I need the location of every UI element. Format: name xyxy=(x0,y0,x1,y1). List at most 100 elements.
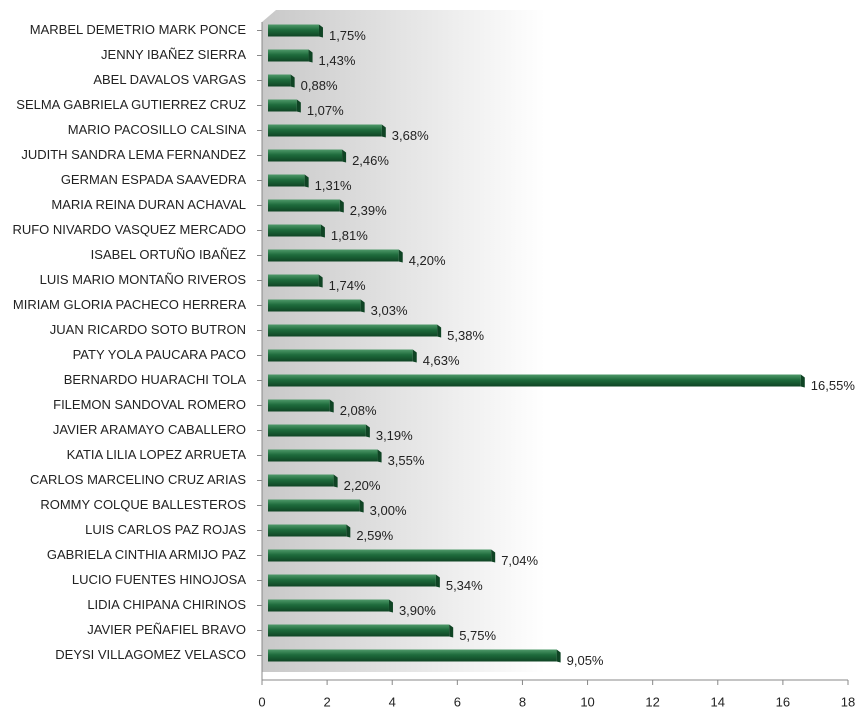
x-tick-label: 0 xyxy=(258,694,265,709)
y-tick-label: JUAN RICARDO SOTO BUTRON xyxy=(50,322,246,337)
bar xyxy=(268,274,319,287)
value-label: 5,34% xyxy=(446,578,483,593)
value-label: 5,38% xyxy=(447,328,484,343)
value-label: 4,63% xyxy=(423,353,460,368)
y-tick-label: JAVIER ARAMAYO CABALLERO xyxy=(53,422,246,437)
bar-end xyxy=(318,274,323,288)
value-label: 9,05% xyxy=(567,653,604,668)
bar xyxy=(268,149,343,162)
y-tick-label: JENNY IBAÑEZ SIERRA xyxy=(101,47,246,62)
x-tick-label: 2 xyxy=(323,694,330,709)
value-label: 3,68% xyxy=(392,128,429,143)
bar xyxy=(268,399,330,412)
value-label: 2,46% xyxy=(352,153,389,168)
bar-end xyxy=(342,149,347,163)
value-label: 3,19% xyxy=(376,428,413,443)
y-tick-label: ABEL DAVALOS VARGAS xyxy=(93,72,246,87)
y-tick-label: ROMMY COLQUE BALLESTEROS xyxy=(40,497,246,512)
bar-end xyxy=(449,624,454,638)
bar xyxy=(268,324,438,337)
value-label: 2,59% xyxy=(356,528,393,543)
value-label: 1,43% xyxy=(319,53,356,68)
bar-end xyxy=(437,324,442,338)
value-label: 3,55% xyxy=(388,453,425,468)
bar xyxy=(268,99,297,112)
bar-end xyxy=(365,424,370,438)
value-label: 2,39% xyxy=(350,203,387,218)
bar-end xyxy=(290,74,295,88)
value-label: 3,03% xyxy=(371,303,408,318)
y-tick-label: PATY YOLA PAUCARA PACO xyxy=(73,347,246,362)
bar-end xyxy=(296,99,301,113)
y-tick-label: SELMA GABRIELA GUTIERREZ CRUZ xyxy=(16,97,246,112)
value-label: 3,90% xyxy=(399,603,436,618)
x-tick-label: 16 xyxy=(776,694,790,709)
x-tick-label: 6 xyxy=(454,694,461,709)
bar xyxy=(268,599,389,612)
y-tick-label: LUIS MARIO MONTAÑO RIVEROS xyxy=(40,272,247,287)
bar-end xyxy=(333,474,338,488)
bar xyxy=(268,499,360,512)
bar-end xyxy=(360,299,365,313)
value-label: 2,08% xyxy=(340,403,377,418)
bar-end xyxy=(435,574,440,588)
bar-end xyxy=(381,124,386,138)
bar-end xyxy=(398,249,403,263)
bar xyxy=(268,174,305,187)
bar-end xyxy=(377,449,382,463)
bar xyxy=(268,374,801,387)
y-tick-label: MARIA REINA DURAN ACHAVAL xyxy=(51,197,246,212)
y-tick-label: JAVIER PEÑAFIEL BRAVO xyxy=(87,622,246,637)
bar xyxy=(268,24,319,37)
value-label: 1,81% xyxy=(331,228,368,243)
value-label: 16,55% xyxy=(811,378,856,393)
bar-end xyxy=(339,199,344,213)
y-tick-label: JUDITH SANDRA LEMA FERNANDEZ xyxy=(21,147,246,162)
value-label: 4,20% xyxy=(409,253,446,268)
bar-end xyxy=(388,599,393,613)
y-tick-label: FILEMON SANDOVAL ROMERO xyxy=(53,397,246,412)
x-tick-label: 14 xyxy=(711,694,725,709)
plot-wall xyxy=(262,10,545,672)
y-tick-label: ISABEL ORTUÑO IBAÑEZ xyxy=(91,247,246,262)
bar-end xyxy=(346,524,351,538)
value-label: 1,75% xyxy=(329,28,366,43)
y-tick-label: KATIA LILIA LOPEZ ARRUETA xyxy=(67,447,247,462)
x-tick-label: 18 xyxy=(841,694,855,709)
value-label: 1,07% xyxy=(307,103,344,118)
value-label: 7,04% xyxy=(501,553,538,568)
bar-end xyxy=(412,349,417,363)
bar-end xyxy=(556,649,561,663)
bar-end xyxy=(304,174,309,188)
y-tick-label: MARBEL DEMETRIO MARK PONCE xyxy=(30,22,247,37)
bar xyxy=(268,199,340,212)
bar xyxy=(268,574,436,587)
bar-end xyxy=(800,374,805,388)
bar-end xyxy=(308,49,313,63)
value-label: 1,31% xyxy=(315,178,352,193)
y-tick-label: LUCIO FUENTES HINOJOSA xyxy=(72,572,246,587)
bar xyxy=(268,474,334,487)
bar xyxy=(268,249,399,262)
y-tick-label: MARIO PACOSILLO CALSINA xyxy=(68,122,247,137)
bar xyxy=(268,549,492,562)
x-tick-label: 12 xyxy=(645,694,659,709)
value-label: 1,74% xyxy=(329,278,366,293)
bar xyxy=(268,224,321,237)
bar xyxy=(268,299,361,312)
value-label: 3,00% xyxy=(370,503,407,518)
x-tick-label: 10 xyxy=(580,694,594,709)
bar xyxy=(268,349,413,362)
bar-end xyxy=(320,224,325,238)
bar-end xyxy=(359,499,364,513)
bar xyxy=(268,649,557,662)
bar-end xyxy=(318,24,323,38)
bar xyxy=(268,624,450,637)
y-tick-label: DEYSI VILLAGOMEZ VELASCO xyxy=(55,647,246,662)
bar xyxy=(268,74,291,87)
y-tick-label: RUFO NIVARDO VASQUEZ MERCADO xyxy=(12,222,246,237)
bar xyxy=(268,424,366,437)
value-label: 2,20% xyxy=(344,478,381,493)
bar xyxy=(268,449,378,462)
